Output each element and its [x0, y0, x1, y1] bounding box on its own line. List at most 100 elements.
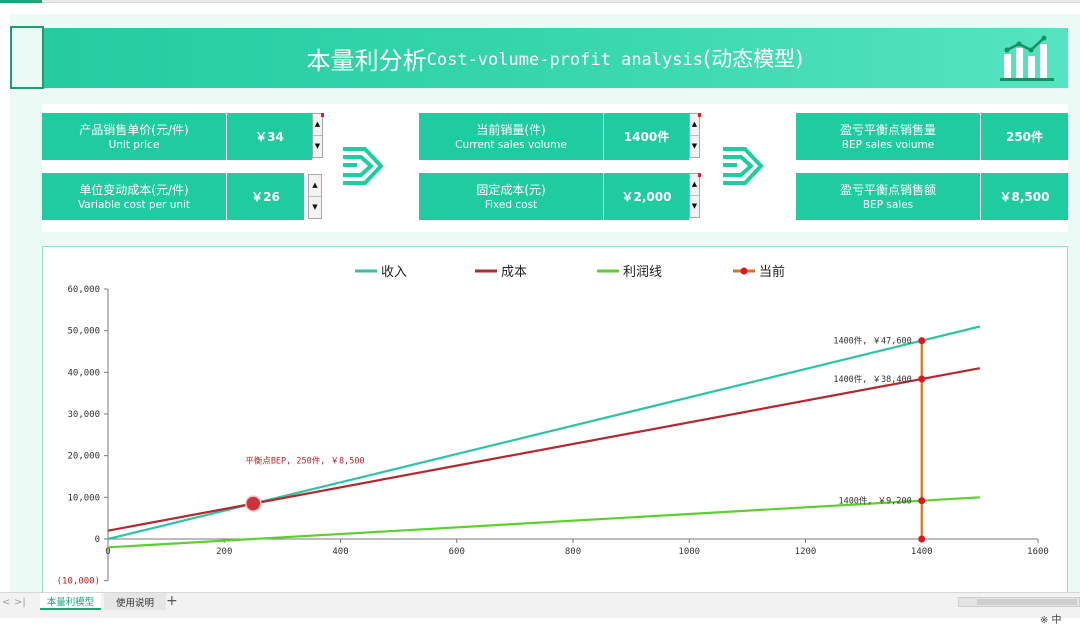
- current-volume-label-zh: 当前销量(件): [476, 122, 546, 137]
- y-tick-label: 10,000: [67, 493, 100, 503]
- legend-label: 利润线: [623, 265, 662, 280]
- current-volume-label-en: Current sales volume: [455, 138, 567, 151]
- x-tick-label: 1600: [1027, 547, 1049, 557]
- unit-price-value: ￥34: [226, 113, 312, 160]
- spin-up-button[interactable]: ▲: [690, 114, 699, 136]
- bep-sales-label-en: BEP sales: [862, 198, 914, 211]
- bep-volume-card: 盈亏平衡点销售量 BEP sales volume 250件: [796, 113, 1068, 160]
- cvp-chart-svg: 60,000 50,000 40,000 30,000 20,000 10,000 0 (10…: [57, 264, 1049, 587]
- bep-label: 平衡点BEP, 250件, ￥8,500: [245, 456, 364, 467]
- variable-cost-label-zh: 单位变动成本(元/件): [79, 182, 189, 197]
- spin-down-button[interactable]: ▼: [314, 142, 321, 151]
- variable-cost-card: 单位变动成本(元/件) Variable cost per unit ￥26: [42, 173, 304, 220]
- y-tick-label: 0: [95, 535, 100, 545]
- current-volume-card: 当前销量(件) Current sales volume 1400件: [419, 113, 689, 160]
- variable-cost-value: ￥26: [226, 173, 304, 220]
- bep-sales-label-zh: 盈亏平衡点销售额: [839, 182, 936, 197]
- unit-price-label: 产品销售单价(元/件) Unit price: [42, 113, 226, 160]
- title-banner: 本量利分析 Cost-volume-profit analysis (动态模型): [42, 28, 1068, 88]
- double-arrow-right-icon: [343, 147, 384, 185]
- data-label: 1400件, ￥47,600: [833, 336, 911, 347]
- tab-nav-last-button[interactable]: >|: [14, 597, 26, 608]
- y-tick-label: 30,000: [67, 410, 100, 420]
- bep-volume-label-zh: 盈亏平衡点销售量: [839, 122, 936, 137]
- variable-cost-spinner[interactable]: ▲ ▼: [308, 174, 322, 219]
- bep-sales-card: 盈亏平衡点销售额 BEP sales ￥8,500: [796, 173, 1068, 220]
- unit-price-spinner[interactable]: ▲ ▼: [312, 113, 324, 158]
- current-point: [918, 497, 926, 505]
- sheet-tab-bar: < >| 本量利模型 使用说明 + ※ 中: [0, 592, 1080, 626]
- comment-marker: [321, 113, 324, 117]
- spin-up-button[interactable]: ▲: [690, 174, 699, 196]
- unit-price-label-zh: 产品销售单价(元/件): [79, 122, 189, 137]
- legend-label: 成本: [501, 265, 527, 280]
- current-volume-value: 1400件: [603, 113, 689, 160]
- current-volume-label: 当前销量(件) Current sales volume: [419, 113, 603, 160]
- legend-label: 当前: [759, 264, 785, 280]
- bar-chart-icon: [1000, 35, 1054, 81]
- y-tick-label: 40,000: [67, 368, 100, 378]
- x-tick-label: 200: [216, 547, 232, 557]
- cvp-chart[interactable]: 60,000 50,000 40,000 30,000 20,000 10,000 0 (10…: [42, 246, 1068, 594]
- tab-cvp-model[interactable]: 本量利模型: [40, 593, 101, 610]
- x-tick-label: 1400: [911, 547, 933, 557]
- series-line-profit: [107, 496, 980, 549]
- double-arrow-right-icon: [723, 147, 764, 185]
- title-cn: 本量利分析: [306, 46, 427, 75]
- bep-volume-label-en: BEP sales volume: [841, 138, 935, 151]
- current-point: [918, 535, 926, 543]
- fixed-cost-label-zh: 固定成本(元): [476, 182, 546, 197]
- x-tick-label: 0: [105, 547, 110, 557]
- formula-bar-edge: [0, 0, 1080, 3]
- x-tick-label: 600: [449, 547, 465, 557]
- spin-up-button[interactable]: ▲: [309, 175, 321, 197]
- horizontal-scrollbar[interactable]: [958, 597, 1080, 607]
- spin-up-button[interactable]: ▲: [313, 114, 322, 136]
- spin-down-button[interactable]: ▼: [691, 142, 698, 151]
- tab-nav-prev-button[interactable]: <: [2, 597, 11, 608]
- selected-cell[interactable]: [10, 26, 44, 89]
- bep-sales-value: ￥8,500: [980, 173, 1068, 220]
- variable-cost-label-en: Variable cost per unit: [77, 198, 191, 211]
- active-cell-indicator: [0, 0, 42, 3]
- x-tick-label: 400: [332, 547, 348, 557]
- current-point: [918, 375, 926, 383]
- data-label: 1400件, ￥9,200: [838, 496, 911, 507]
- current-volume-spinner[interactable]: ▲ ▼: [689, 113, 701, 158]
- bep-volume-label: 盈亏平衡点销售量 BEP sales volume: [796, 113, 980, 160]
- spin-down-button[interactable]: ▼: [691, 202, 698, 211]
- variable-cost-label: 单位变动成本(元/件) Variable cost per unit: [42, 173, 226, 220]
- x-tick-label: 1000: [678, 547, 700, 557]
- legend-marker: [740, 267, 748, 275]
- title-en: Cost-volume-profit analysis: [426, 50, 703, 70]
- x-tick-label: 800: [565, 547, 581, 557]
- y-tick-label: (10,000): [57, 577, 100, 587]
- current-point: [918, 337, 926, 345]
- tab-instructions[interactable]: 使用说明: [104, 593, 166, 610]
- bep-volume-value: 250件: [980, 113, 1068, 160]
- y-tick-label: 50,000: [67, 327, 100, 337]
- fixed-cost-label-en: Fixed cost: [484, 198, 538, 211]
- input-method-indicator: ※ 中: [1040, 615, 1062, 626]
- add-sheet-button[interactable]: +: [166, 593, 178, 609]
- page-title: 本量利分析 Cost-volume-profit analysis (动态模型): [42, 28, 1068, 88]
- bep-point: [245, 495, 262, 512]
- data-label: 1400件, ￥38,400: [833, 374, 911, 385]
- unit-price-label-en: Unit price: [108, 138, 160, 151]
- x-tick-label: 1200: [795, 547, 817, 557]
- title-suffix: (动态模型): [702, 47, 804, 71]
- spin-down-button[interactable]: ▼: [312, 203, 318, 212]
- unit-price-card: 产品销售单价(元/件) Unit price ￥34: [42, 113, 312, 160]
- scrollbar-thumb[interactable]: [977, 599, 1077, 605]
- legend-label: 收入: [381, 265, 407, 280]
- bep-sales-label: 盈亏平衡点销售额 BEP sales: [796, 173, 980, 220]
- comment-marker: [698, 113, 701, 117]
- fixed-cost-label: 固定成本(元) Fixed cost: [419, 173, 603, 220]
- y-tick-label: 20,000: [67, 452, 100, 462]
- y-tick-label: 60,000: [67, 285, 100, 295]
- fixed-cost-card: 固定成本(元) Fixed cost ￥2,000: [419, 173, 689, 220]
- fixed-cost-value: ￥2,000: [603, 173, 689, 220]
- comment-marker: [698, 173, 701, 177]
- fixed-cost-spinner[interactable]: ▲ ▼: [689, 173, 701, 218]
